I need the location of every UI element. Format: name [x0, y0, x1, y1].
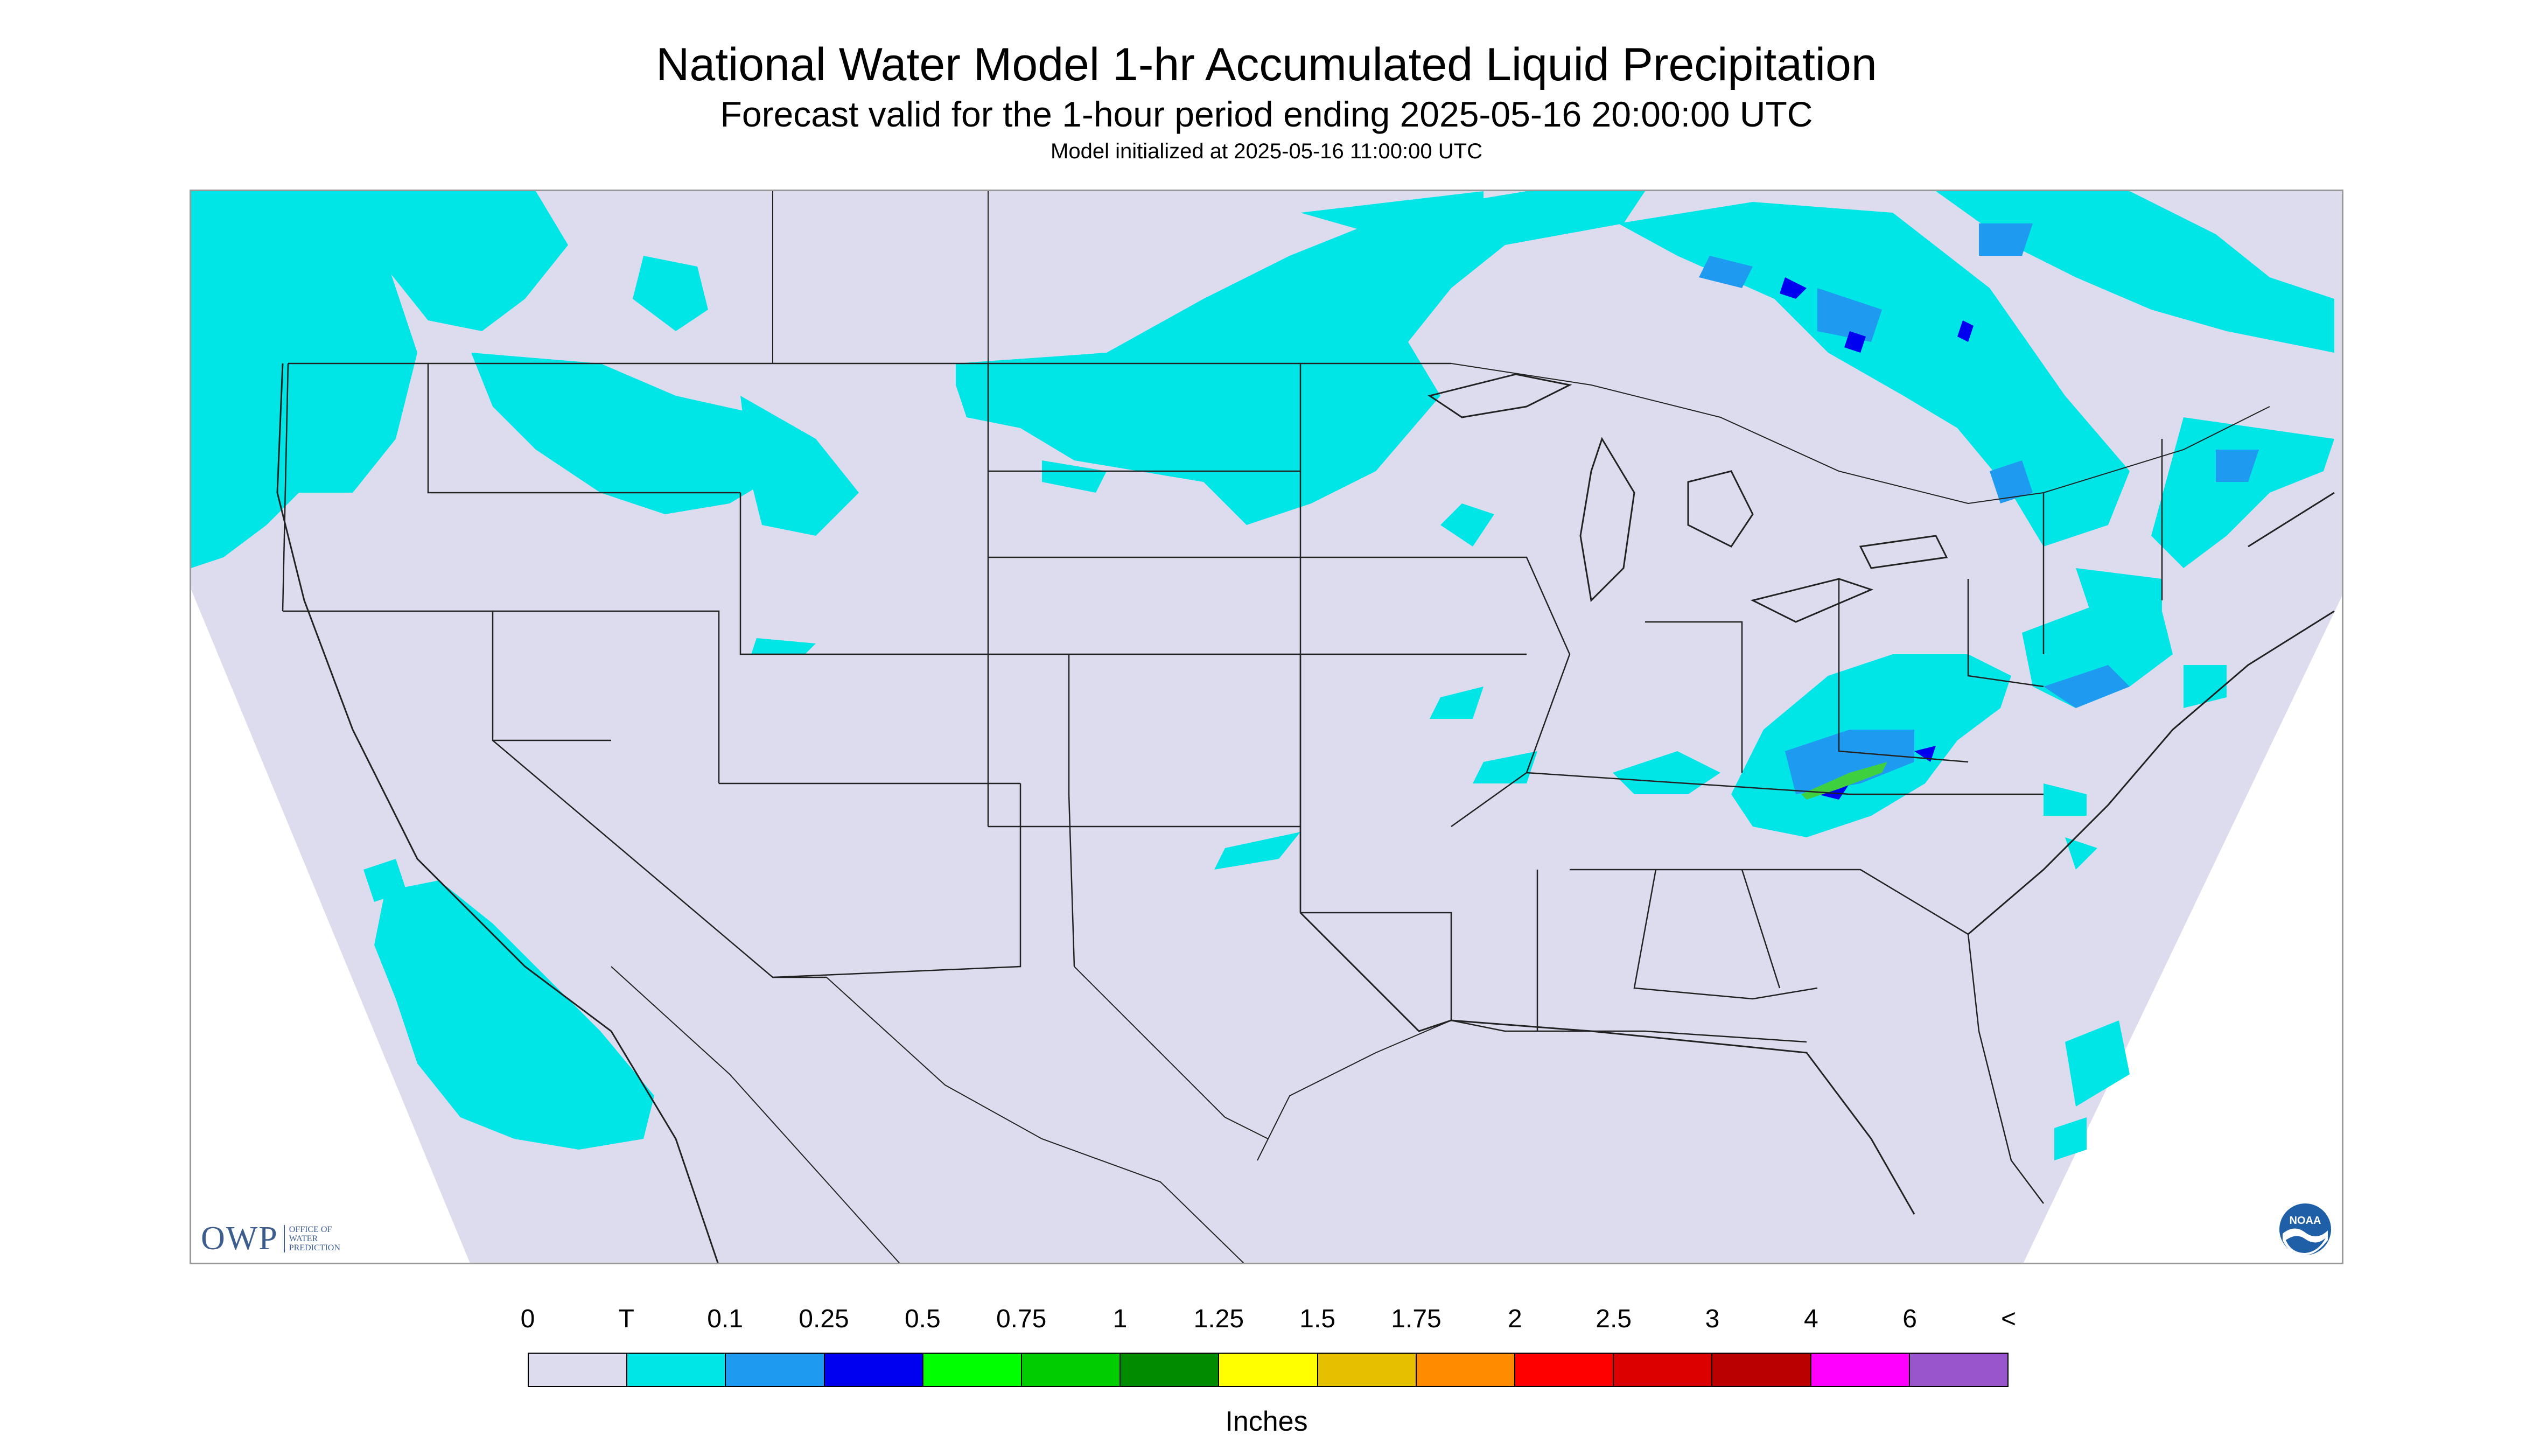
owp-logo-line-2: WATER: [289, 1234, 318, 1243]
legend-swatch: [627, 1354, 726, 1386]
canada-boundaries: [772, 191, 2270, 505]
legend-swatch: [1318, 1354, 1417, 1386]
owp-logo-text: OFFICE OF WATER PREDICTION: [283, 1225, 340, 1252]
legend-label: 0.1: [707, 1305, 744, 1333]
owp-logo: OWP OFFICE OF WATER PREDICTION: [201, 1220, 340, 1258]
legend-label: 0.5: [904, 1305, 941, 1333]
legend-swatch: [1022, 1354, 1121, 1386]
legend-label: 0.75: [996, 1305, 1047, 1333]
legend-swatch: [824, 1354, 923, 1386]
owp-logo-mark: OWP: [201, 1220, 278, 1257]
color-legend: 0 T 0.1 0.25 0.5 0.75 1 1.25 1.5 1.75 2 2.5 3 4 6 <: [521, 1303, 2016, 1411]
legend-label: 1: [1112, 1305, 1128, 1333]
legend-swatch: [1219, 1354, 1318, 1386]
legend-bar: [528, 1353, 2009, 1387]
legend-label: 3: [1705, 1305, 1720, 1333]
map-canvas: [191, 191, 2342, 1263]
precip-heavy-areas: [1780, 277, 1974, 800]
legend-swatch: [1121, 1354, 1220, 1386]
legend-label: 2: [1507, 1305, 1522, 1333]
precipitation-map: OWP OFFICE OF WATER PREDICTION NOAA: [190, 190, 2343, 1264]
state-boundaries: [282, 362, 2163, 1204]
legend-swatch: [529, 1354, 628, 1386]
legend-label: 0: [520, 1305, 535, 1333]
owp-logo-line-1: OFFICE OF: [289, 1225, 332, 1234]
noaa-logo-text: NOAA: [2290, 1215, 2321, 1227]
legend-swatch: [1712, 1354, 1811, 1386]
legend-swatch: [1515, 1354, 1614, 1386]
legend-swatch: [1416, 1354, 1516, 1386]
coastlines: [276, 363, 2335, 1263]
map-subtitle: Forecast valid for the 1-hour period end…: [720, 94, 1813, 134]
owp-logo-line-3: PREDICTION: [289, 1243, 340, 1252]
legend-label: 6: [1902, 1305, 1918, 1333]
legend-label: 1.5: [1299, 1305, 1336, 1333]
legend-swatch: [1909, 1354, 2008, 1386]
legend-swatch: [1811, 1354, 1910, 1386]
legend-swatch: [1614, 1354, 1713, 1386]
noaa-logo: NOAA: [2279, 1203, 2331, 1255]
legend-swatch: [923, 1354, 1023, 1386]
mexico-boundaries: [611, 966, 1452, 1263]
legend-label: 2.5: [1596, 1305, 1632, 1333]
map-title: National Water Model 1-hr Accumulated Li…: [656, 39, 1877, 90]
legend-labels: 0 T 0.1 0.25 0.5 0.75 1 1.25 1.5 1.75 2 2.5 3 4 6 <: [521, 1303, 2016, 1335]
legend-label: 1.75: [1391, 1305, 1442, 1333]
legend-label: 0.25: [799, 1305, 849, 1333]
legend-units: Inches: [1225, 1406, 1308, 1437]
legend-label: <: [2000, 1305, 2017, 1333]
precip-green-areas: [1801, 762, 1887, 800]
great-lakes: [1428, 373, 1948, 623]
legend-swatch: [726, 1354, 825, 1386]
legend-label: T: [618, 1305, 634, 1333]
precip-moderate-areas: [1699, 223, 2259, 794]
legend-label: 4: [1803, 1305, 1818, 1333]
legend-label: 1.25: [1193, 1305, 1244, 1333]
model-init-time: Model initialized at 2025-05-16 11:00:00…: [1051, 139, 1482, 163]
